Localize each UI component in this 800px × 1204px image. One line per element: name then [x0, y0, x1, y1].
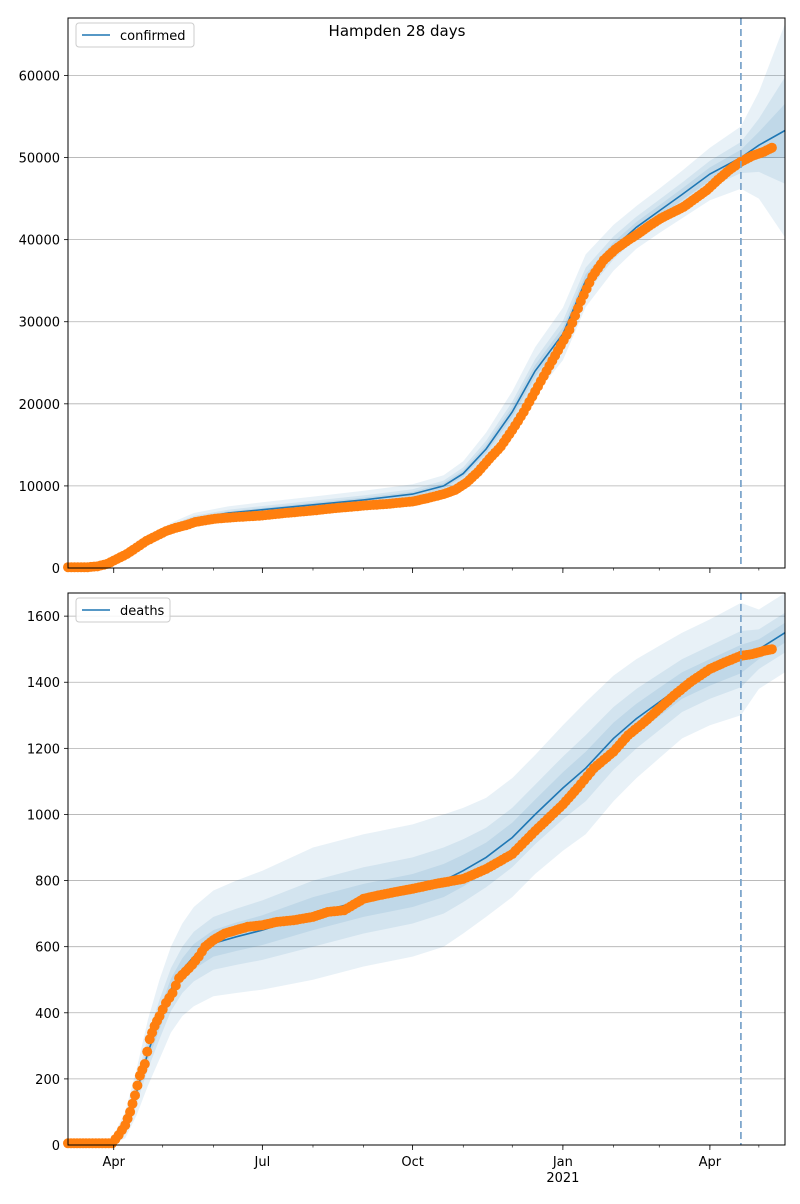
y-tick-label: 60000: [19, 69, 60, 84]
observed-point: [139, 1059, 150, 1069]
y-tick-label: 0: [52, 562, 60, 577]
confirmed-panel: 0 10000 20000 30000 40000 50000 60000 confirmed: [19, 17, 786, 577]
y-tick-label: 20000: [19, 398, 60, 413]
observed-point: [132, 1080, 143, 1091]
y-tick-label: 1600: [27, 610, 60, 625]
observed-point: [766, 142, 777, 153]
observed-point: [167, 988, 178, 998]
uncertainty-band-1: [68, 593, 785, 1145]
legend-label: confirmed: [120, 29, 186, 44]
y-tick-label: 800: [35, 875, 60, 890]
y-tick-label: 0: [52, 1139, 60, 1154]
axes-frame: [67, 17, 786, 569]
y-tick-label: 1200: [27, 742, 60, 757]
y-tick-label: 400: [35, 1007, 60, 1022]
y-tick-label: 40000: [19, 234, 60, 249]
y-tick-label: 600: [35, 941, 60, 956]
y-tick-label: 1000: [27, 808, 60, 823]
observed-point: [125, 1106, 136, 1117]
x-tick-label: Jan: [552, 1155, 573, 1170]
y-tick-label: 30000: [19, 316, 60, 331]
x-year-label: 2021: [546, 1171, 579, 1186]
deaths-panel: 0 200 400 600 800 1000 1200 1400 1600 Apr Jul Oct Ja…: [27, 592, 786, 1186]
x-tick-label: Oct: [401, 1155, 423, 1170]
observed-point: [130, 1090, 140, 1101]
y-tick-label: 50000: [19, 152, 60, 167]
legend-box: [75, 22, 195, 48]
observed-point: [766, 644, 777, 655]
figure-title: Hampden 28 days: [329, 22, 466, 40]
x-tick-label: Apr: [102, 1155, 125, 1170]
y-tick-label: 1400: [27, 676, 60, 691]
axes-frame: [67, 592, 786, 1146]
y-tick-label: 10000: [19, 480, 60, 495]
x-tick-label: Apr: [699, 1155, 722, 1170]
x-tick-label: Jul: [254, 1155, 271, 1170]
observed-point: [127, 1098, 138, 1109]
observed-point: [142, 1046, 153, 1057]
legend-box: [75, 597, 171, 623]
y-tick-label: 200: [35, 1073, 60, 1088]
legend-label: deaths: [120, 604, 165, 619]
